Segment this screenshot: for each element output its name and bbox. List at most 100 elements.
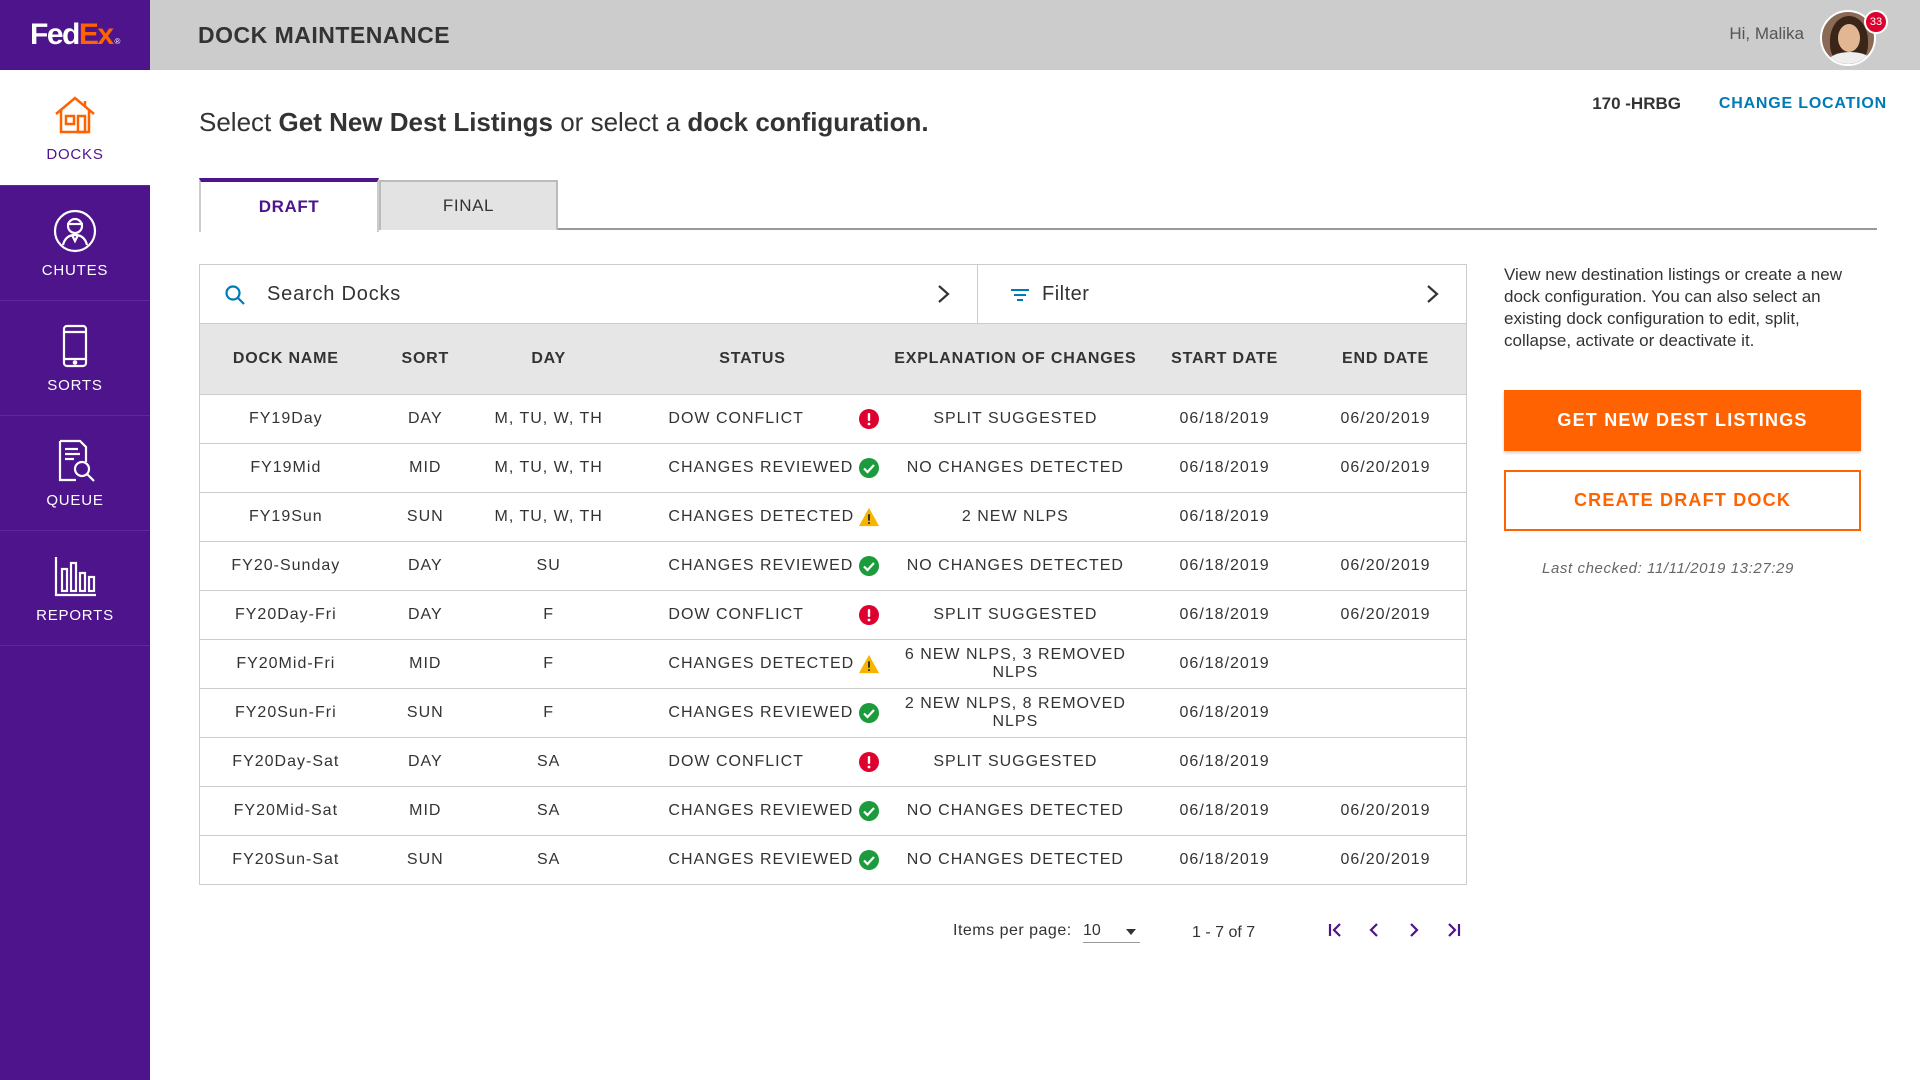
cell-dock-name: FY19Mid <box>200 443 372 493</box>
status-text: CHANGES REVIEWED <box>668 458 854 476</box>
last-checked-text: Last checked: 11/11/2019 13:27:29 <box>1542 560 1794 577</box>
status-text: CHANGES DETECTED <box>668 507 855 525</box>
check-circle-icon <box>858 800 880 822</box>
cell-start-date: 06/18/2019 <box>1179 850 1270 868</box>
status-wrapper: CHANGES REVIEWED <box>618 457 886 479</box>
cell-sort: DAY <box>371 737 479 787</box>
cell-start-date: 06/18/2019 <box>1144 639 1306 689</box>
chevron-right-icon[interactable] <box>933 283 953 305</box>
table-row[interactable]: FY19Mid MID M, TU, W, TH CHANGES REVIEWED NO… <box>200 443 1466 493</box>
table-row[interactable]: FY20-Sunday DAY SU CHANGES REVIEWED NO CHANG… <box>200 541 1466 591</box>
cell-day: M, TU, W, TH <box>478 492 619 542</box>
table-row[interactable]: FY19Day DAY M, TU, W, TH DOW CONFLICT SPLIT … <box>200 394 1466 444</box>
table-row[interactable]: FY20Day-Fri DAY F DOW CONFLICT SPLIT SUGGEST… <box>200 590 1466 640</box>
first-page-icon[interactable] <box>1324 918 1348 942</box>
table-header-row: DOCK NAME SORT DAY STATUS EXPLANATION OF… <box>200 324 1466 395</box>
filter-button[interactable]: Filter <box>978 265 1466 324</box>
cell-sort: MID <box>371 443 479 493</box>
table-row[interactable]: FY20Sun-Fri SUN F CHANGES REVIEWED 2 NEW NLP… <box>200 688 1466 738</box>
cell-start-date: 06/18/2019 <box>1144 443 1306 493</box>
next-page-icon[interactable] <box>1402 918 1426 942</box>
caret-down-icon <box>1126 929 1136 935</box>
tab-draft[interactable]: DRAFT <box>199 178 379 232</box>
cell-dock-name: FY20-Sunday <box>200 541 372 591</box>
cell-status: DOW CONFLICT <box>618 737 887 787</box>
check-circle-icon <box>858 555 880 577</box>
cell-end-date: 06/20/2019 <box>1305 443 1466 493</box>
filter-icon <box>1011 288 1029 301</box>
cell-status: DOW CONFLICT <box>618 590 887 640</box>
cell-end-date: 06/20/2019 <box>1305 786 1466 836</box>
cell-sort: DAY <box>371 541 479 591</box>
status-wrapper: DOW CONFLICT <box>618 408 886 430</box>
status-text: CHANGES REVIEWED <box>668 801 854 819</box>
cell-end-date: 06/20/2019 <box>1305 590 1466 640</box>
tab-bar: DRAFT FINAL <box>199 178 1877 232</box>
cell-status: CHANGES DETECTED <box>618 639 887 689</box>
cell-status: CHANGES DETECTED <box>618 492 887 542</box>
chevron-right-icon[interactable] <box>1422 283 1442 305</box>
cell-end-date: 06/20/2019 <box>1340 850 1431 868</box>
cell-start-date: 06/18/2019 <box>1144 737 1306 787</box>
cell-start-date: 06/18/2019 <box>1144 590 1306 640</box>
status-text: DOW CONFLICT <box>668 752 804 770</box>
last-page-icon[interactable] <box>1441 918 1465 942</box>
sidebar-item-sorts[interactable]: SORTS <box>0 301 150 416</box>
status-wrapper: CHANGES REVIEWED <box>618 800 886 822</box>
status-text: DOW CONFLICT <box>668 605 804 623</box>
house-icon <box>52 92 98 138</box>
table-row[interactable]: FY20Sun-Sat SUN SA CHANGES REVIEWED NO CHANG… <box>200 835 1466 884</box>
instruction-part: or select a <box>553 107 688 137</box>
cell-dock-name: FY20Day-Fri <box>200 590 372 640</box>
tab-final[interactable]: FINAL <box>379 180 558 230</box>
cell-sort: DAY <box>371 590 479 640</box>
cell-end-date <box>1305 688 1466 738</box>
avatar[interactable] <box>1820 10 1876 66</box>
sidebar-item-reports[interactable]: REPORTS <box>0 531 150 646</box>
cell-day: SA <box>478 786 619 836</box>
column-header-sort[interactable]: SORT <box>371 324 479 395</box>
column-header-end-date[interactable]: END DATE <box>1305 324 1466 395</box>
search-placeholder: Search Docks <box>267 283 402 305</box>
cell-explanation: 2 NEW NLPS <box>886 492 1145 542</box>
sidebar-item-queue[interactable]: QUEUE <box>0 416 150 531</box>
sidebar-item-chutes[interactable]: CHUTES <box>0 186 150 301</box>
get-new-dest-listings-button[interactable]: GET NEW DEST LISTINGS <box>1504 390 1861 451</box>
cell-start-date: 06/18/2019 <box>1144 688 1306 738</box>
column-header-start-date[interactable]: START DATE <box>1144 324 1306 395</box>
cell-day: SA <box>537 850 561 868</box>
notification-badge[interactable]: 33 <box>1864 10 1888 34</box>
column-header-day[interactable]: DAY <box>478 324 619 395</box>
items-per-page-select[interactable]: 10 <box>1083 919 1140 943</box>
column-header-status[interactable]: STATUS <box>618 324 887 395</box>
cell-dock-name: FY19Day <box>200 394 372 444</box>
table-row[interactable]: FY20Mid-Sat MID SA CHANGES REVIEWED NO CHANG… <box>200 786 1466 836</box>
phone-icon <box>52 323 98 369</box>
search-input[interactable]: Search Docks <box>200 265 978 324</box>
column-header-explanation[interactable]: EXPLANATION OF CHANGES <box>886 324 1145 395</box>
create-draft-dock-button[interactable]: CREATE DRAFT DOCK <box>1504 470 1861 531</box>
fedex-logo[interactable]: Fed Ex ® <box>0 0 150 70</box>
check-circle-icon <box>858 702 880 724</box>
cell-explanation: NO CHANGES DETECTED <box>886 786 1145 836</box>
status-text: CHANGES REVIEWED <box>668 556 854 574</box>
change-location-link[interactable]: CHANGE LOCATION <box>1718 95 1887 112</box>
warning-icon <box>858 653 880 675</box>
table-row[interactable]: FY20Day-Sat DAY SA DOW CONFLICT SPLIT SUGGES… <box>200 737 1466 787</box>
cell-day: F <box>478 590 619 640</box>
status-text: CHANGES DETECTED <box>668 654 855 672</box>
table-row[interactable]: FY20Mid-Fri MID F CHANGES DETECTED 6 NEW NLP… <box>200 639 1466 689</box>
error-icon <box>858 604 880 626</box>
instruction-bold: Get New Dest Listings <box>278 107 554 137</box>
avatar-face <box>1838 24 1860 52</box>
table-row[interactable]: FY19Sun SUN M, TU, W, TH CHANGES DETECTED 2 … <box>200 492 1466 542</box>
worker-icon <box>52 208 98 254</box>
cell-sort: MID <box>371 639 479 689</box>
cell-explanation: SPLIT SUGGESTED <box>886 590 1145 640</box>
cell-start-date: 06/18/2019 <box>1144 492 1306 542</box>
logo-registered-mark: ® <box>114 36 121 46</box>
cell-dock-name: FY19Sun <box>200 492 372 542</box>
sidebar-item-docks[interactable]: DOCKS <box>0 70 150 186</box>
column-header-dock-name[interactable]: DOCK NAME <box>200 324 372 395</box>
previous-page-icon[interactable] <box>1362 918 1386 942</box>
